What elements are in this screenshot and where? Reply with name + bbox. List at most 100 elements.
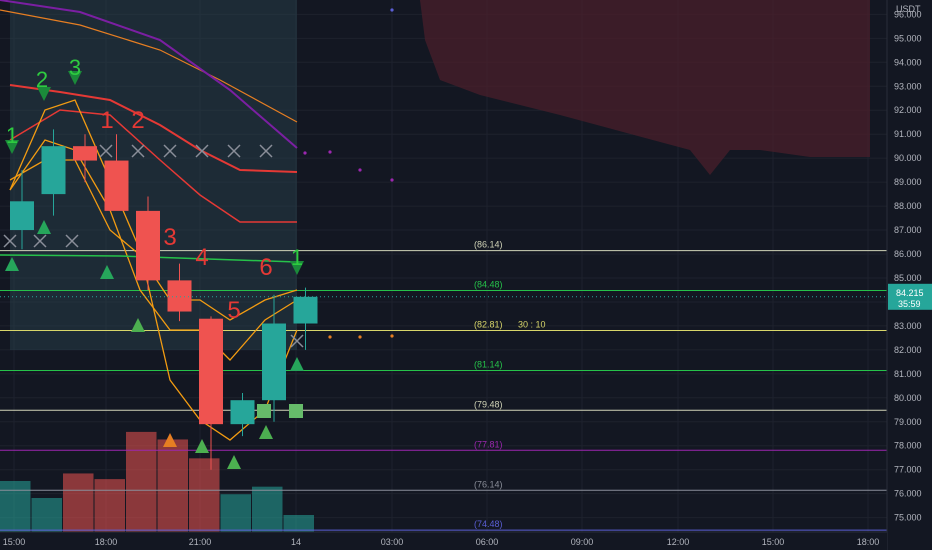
sequence-count-green: 3	[69, 55, 81, 80]
time-tick-label: 06:00	[476, 537, 499, 547]
price-tick-label: 82.000	[894, 345, 922, 355]
up-arrow-marker	[5, 257, 19, 271]
up-arrow-marker	[131, 318, 145, 332]
level-extra-label: 30 : 10	[518, 319, 546, 329]
price-tick-label: 81.000	[894, 369, 922, 379]
volume-bar	[63, 473, 94, 532]
signal-square	[257, 404, 271, 418]
price-tick-label: 96.000	[894, 9, 922, 19]
sequence-count-green: 2	[36, 67, 48, 92]
sequence-count-red: 4	[195, 244, 208, 271]
price-tick-label: 79.000	[894, 417, 922, 427]
last-price-value: 84.215	[896, 288, 924, 298]
level-label: (79.48)	[474, 399, 503, 409]
time-tick-label: 09:00	[571, 537, 594, 547]
level-label: (74.48)	[474, 519, 503, 529]
up-arrow-marker	[290, 357, 304, 371]
level-label: (84.48)	[474, 279, 503, 289]
indicator-line	[0, 9, 298, 123]
candle-body	[104, 160, 129, 211]
price-countdown: 35:59	[898, 299, 921, 309]
projection-dot	[328, 150, 332, 154]
time-tick-label: 12:00	[667, 537, 690, 547]
price-tick-label: 85.000	[894, 273, 922, 283]
resistance-zone	[420, 0, 870, 175]
candle-body	[136, 210, 160, 281]
projection-dot	[390, 178, 394, 182]
price-tick-label: 80.000	[894, 393, 922, 403]
candle-body	[230, 400, 255, 425]
volume-bar	[157, 439, 188, 532]
volume-bar	[283, 515, 314, 532]
indicator-line	[9, 99, 298, 441]
down-arrow-marker	[37, 87, 51, 101]
cross-marker	[227, 144, 241, 158]
projection-dot	[328, 335, 332, 339]
time-tick-label: 18:00	[95, 537, 118, 547]
price-tick-label: 88.000	[894, 201, 922, 211]
level-label: (76.14)	[474, 479, 503, 489]
price-tick-label: 91.000	[894, 129, 922, 139]
down-arrow-marker	[290, 261, 304, 275]
up-arrow-marker	[259, 425, 273, 439]
price-tick-label: 78.000	[894, 441, 922, 451]
price-tick-label: 83.000	[894, 321, 922, 331]
level-label: (82.81)	[474, 319, 503, 329]
price-tick-label: 94.000	[894, 57, 922, 67]
candle-body	[73, 146, 97, 161]
candle-body	[199, 318, 223, 425]
cross-marker	[33, 234, 47, 248]
volume-bar	[220, 494, 251, 532]
price-tick-label: 86.000	[894, 249, 922, 259]
candle-body	[167, 280, 192, 312]
time-tick-label: 14	[291, 537, 301, 547]
price-tick-label: 76.000	[894, 489, 922, 499]
price-tick-label: 87.000	[894, 225, 922, 235]
candle-body	[41, 146, 66, 195]
time-tick-label: 15:00	[762, 537, 785, 547]
candle-body	[10, 201, 34, 231]
projection-dot	[390, 334, 394, 338]
up-arrow-marker	[163, 433, 177, 447]
down-arrow-marker	[5, 140, 19, 154]
last-price-tag	[888, 283, 932, 310]
indicator-line	[9, 109, 297, 223]
sequence-count-red: 1	[100, 107, 113, 134]
price-tick-label: 92.000	[894, 105, 922, 115]
up-arrow-marker	[100, 265, 114, 279]
up-arrow-marker	[195, 439, 209, 453]
cross-marker	[259, 144, 273, 158]
sequence-count-red: 5	[227, 297, 240, 324]
time-tick-label: 21:00	[189, 537, 212, 547]
candle-body	[293, 296, 318, 324]
price-tick-label: 93.000	[894, 81, 922, 91]
volume-bar	[252, 486, 283, 532]
currency-label: USDT	[896, 4, 921, 14]
price-tick-label: 90.000	[894, 153, 922, 163]
time-tick-label: 15:00	[3, 537, 26, 547]
time-tick-label: 18:00	[857, 537, 880, 547]
price-tick-label: 75.000	[894, 513, 922, 523]
volume-bar	[0, 481, 31, 532]
cross-marker	[99, 144, 113, 158]
sequence-count-green: 1	[291, 245, 303, 270]
indicator-line	[0, 0, 298, 149]
indicator-line	[9, 139, 298, 361]
level-label: (81.14)	[474, 359, 503, 369]
signal-square	[289, 404, 303, 418]
sequence-count-red: 2	[131, 107, 144, 134]
projection-dot	[358, 335, 362, 339]
cross-marker	[290, 334, 304, 348]
volume-bar	[126, 431, 157, 532]
cross-marker	[163, 144, 177, 158]
time-tick-label: 03:00	[381, 537, 404, 547]
price-tick-label: 77.000	[894, 465, 922, 475]
cross-marker	[65, 234, 79, 248]
level-label: (77.81)	[474, 439, 503, 449]
cross-marker	[195, 144, 209, 158]
up-arrow-marker	[37, 220, 51, 234]
level-label: (86.14)	[474, 240, 503, 250]
indicator-line	[0, 254, 298, 263]
